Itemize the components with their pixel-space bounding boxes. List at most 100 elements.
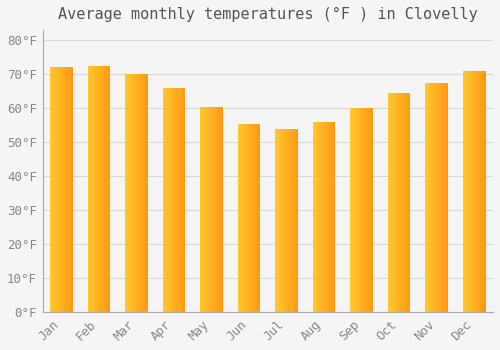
Bar — [323, 122, 324, 313]
Bar — [408, 93, 410, 313]
Bar — [431, 83, 432, 313]
Bar — [368, 108, 369, 313]
Bar — [99, 66, 100, 313]
Bar — [70, 68, 71, 313]
Bar — [100, 66, 101, 313]
Bar — [388, 93, 389, 313]
Bar — [174, 88, 175, 313]
Bar — [162, 88, 163, 313]
Bar — [433, 83, 434, 313]
Bar — [88, 66, 90, 313]
Bar — [432, 83, 433, 313]
Bar — [140, 74, 141, 313]
Bar — [200, 107, 201, 313]
Bar — [94, 66, 95, 313]
Bar — [364, 108, 365, 313]
Bar — [89, 66, 90, 313]
Bar — [447, 83, 448, 313]
Bar — [292, 129, 294, 313]
Bar — [473, 71, 474, 313]
Bar — [249, 124, 250, 313]
Bar — [90, 66, 91, 313]
Bar — [314, 122, 315, 313]
Bar — [335, 122, 336, 313]
Bar — [141, 74, 142, 313]
Bar — [482, 71, 483, 313]
Bar — [168, 88, 169, 313]
Bar — [214, 107, 215, 313]
Bar — [327, 122, 328, 313]
Bar — [289, 129, 290, 313]
Bar — [470, 71, 471, 313]
Bar — [471, 71, 472, 313]
Bar — [171, 88, 172, 313]
Bar — [296, 129, 298, 313]
Bar — [109, 66, 110, 313]
Bar — [142, 74, 143, 313]
Bar — [128, 74, 129, 313]
Bar — [218, 107, 220, 313]
Bar — [170, 88, 171, 313]
Bar — [243, 124, 244, 313]
Bar — [147, 74, 148, 313]
Bar — [438, 83, 439, 313]
Bar — [294, 129, 295, 313]
Bar — [284, 129, 285, 313]
Bar — [393, 93, 394, 313]
Bar — [357, 108, 358, 313]
Bar — [255, 124, 256, 313]
Bar — [329, 122, 330, 313]
Bar — [257, 124, 258, 313]
Bar — [211, 107, 212, 313]
Bar — [93, 66, 94, 313]
Bar — [220, 107, 221, 313]
Bar — [238, 124, 239, 313]
Bar — [297, 129, 298, 313]
Bar — [68, 68, 69, 313]
Bar — [277, 129, 278, 313]
Bar — [330, 122, 331, 313]
Bar — [332, 122, 333, 313]
Bar — [356, 108, 357, 313]
Bar — [358, 108, 359, 313]
Bar — [200, 107, 202, 313]
Bar — [181, 88, 182, 313]
Bar — [400, 93, 401, 313]
Bar — [325, 122, 326, 313]
Bar — [104, 66, 105, 313]
Bar — [51, 68, 52, 313]
Bar — [321, 122, 322, 313]
Bar — [179, 88, 180, 313]
Bar — [367, 108, 368, 313]
Bar — [215, 107, 216, 313]
Bar — [258, 124, 259, 313]
Bar — [480, 71, 481, 313]
Bar — [210, 107, 211, 313]
Bar — [102, 66, 103, 313]
Bar — [202, 107, 203, 313]
Bar — [64, 68, 66, 313]
Bar — [283, 129, 284, 313]
Bar — [428, 83, 429, 313]
Bar — [251, 124, 252, 313]
Bar — [408, 93, 409, 313]
Bar — [444, 83, 445, 313]
Bar — [69, 68, 70, 313]
Bar — [139, 74, 140, 313]
Bar — [278, 129, 280, 313]
Bar — [467, 71, 468, 313]
Bar — [392, 93, 393, 313]
Bar — [313, 122, 314, 313]
Bar — [322, 122, 323, 313]
Bar — [167, 88, 168, 313]
Bar — [207, 107, 208, 313]
Bar — [106, 66, 108, 313]
Bar — [254, 124, 255, 313]
Bar — [446, 83, 447, 313]
Bar — [213, 107, 214, 313]
Bar — [102, 66, 104, 313]
Bar — [320, 122, 322, 313]
Bar — [324, 122, 326, 313]
Bar — [143, 74, 144, 313]
Bar — [316, 122, 318, 313]
